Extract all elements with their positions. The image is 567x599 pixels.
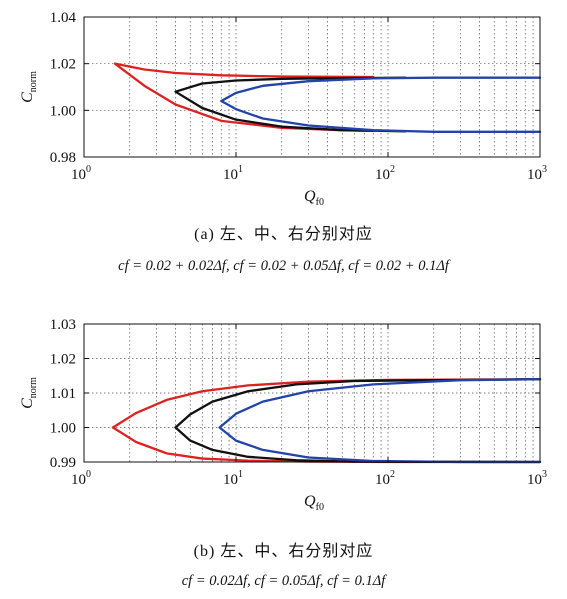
chart-a-xtick-label: 102 [375, 164, 395, 183]
chart-b-ytick-label: 1.01 [50, 386, 76, 402]
chart-a-xlabel: Qf0 [304, 188, 324, 208]
chart-b-xlabel-main: Q [304, 493, 316, 510]
chart-b-xtick-label: 100 [71, 469, 91, 488]
chart-b-series-line-1 [174, 378, 542, 464]
chart-b-xtick-exp: 3 [542, 469, 547, 480]
chart-b-xtick-label: 101 [223, 469, 243, 488]
caption-a-title: (a) 左、中、右分别对应 [194, 226, 373, 243]
chart-b-xlabel-sub: f0 [316, 502, 324, 513]
chart-b-xtick-base: 10 [527, 472, 542, 488]
chart-a-ytick-label: 1.04 [50, 10, 77, 26]
caption-b-title: (b) 左、中、右分别对应 [193, 543, 374, 560]
chart-b-series-line-2 [218, 378, 542, 464]
chart-b-ytick-label: 0.99 [50, 455, 76, 471]
chart-a-xtick-base: 10 [223, 167, 238, 183]
chart-b-series [111, 378, 542, 464]
chart-a-xlabel-sub: f0 [316, 197, 324, 208]
caption-a-formula: cf = 0.02 + 0.02Δf, cf = 0.02 + 0.05Δf, … [118, 258, 449, 274]
chart-b-grid [84, 324, 540, 462]
chart-a-series-line-2 [220, 76, 542, 133]
chart-a-xtick-exp: 3 [542, 164, 547, 175]
chart-a-series-line-1 [174, 76, 407, 133]
chart-a-ylabel-main: C [19, 92, 36, 103]
chart-b-ytick-label: 1.00 [50, 421, 76, 437]
chart-a-xtick-base: 10 [71, 167, 86, 183]
chart-a-xtick-base: 10 [375, 167, 390, 183]
chart-b-xtick-exp: 1 [238, 469, 243, 480]
caption-b-formula: cf = 0.02Δf, cf = 0.05Δf, cf = 0.1Δf [181, 573, 386, 589]
chart-b-xtick-base: 10 [71, 472, 86, 488]
chart-b-ylabel-sub: norm [28, 377, 39, 398]
chart-b-ytick-label: 1.02 [50, 352, 76, 368]
chart-a-ylabel-sub: norm [28, 71, 39, 92]
chart-a-ylabel: Cnorm [19, 71, 39, 103]
chart-b-xtick-label: 102 [375, 469, 395, 488]
chart-a-grid [84, 17, 540, 157]
chart-b-xtick-base: 10 [375, 472, 390, 488]
chart-b-ylabel: Cnorm [19, 377, 39, 409]
chart-a-series [113, 62, 542, 133]
chart-a-xlabel-main: Q [304, 188, 316, 205]
chart-b-series-line-0 [111, 378, 542, 464]
chart-a-ytick-label: 1.00 [50, 103, 76, 119]
chart-a-xtick-base: 10 [527, 167, 542, 183]
chart-b-xlabel: Qf0 [304, 493, 324, 513]
chart-a-xtick-exp: 0 [86, 164, 91, 175]
chart-b-xtick-exp: 0 [86, 469, 91, 480]
chart-a-xtick-label: 101 [223, 164, 243, 183]
chart-b-xtick-exp: 2 [390, 469, 395, 480]
chart-a-xtick-exp: 2 [390, 164, 395, 175]
chart-a-ytick-label: 1.02 [50, 57, 76, 73]
chart-b-ylabel-main: C [19, 398, 36, 409]
chart-a-xtick-exp: 1 [238, 164, 243, 175]
chart-a-xtick-label: 100 [71, 164, 91, 183]
chart-a-ytick-label: 0.98 [50, 150, 76, 166]
chart-b-ytick-label: 1.03 [50, 317, 76, 333]
chart-a-xtick-label: 103 [527, 164, 547, 183]
chart-b-xtick-label: 103 [527, 469, 547, 488]
chart-b-xtick-base: 10 [223, 472, 238, 488]
chart-a-frame [83, 16, 541, 158]
